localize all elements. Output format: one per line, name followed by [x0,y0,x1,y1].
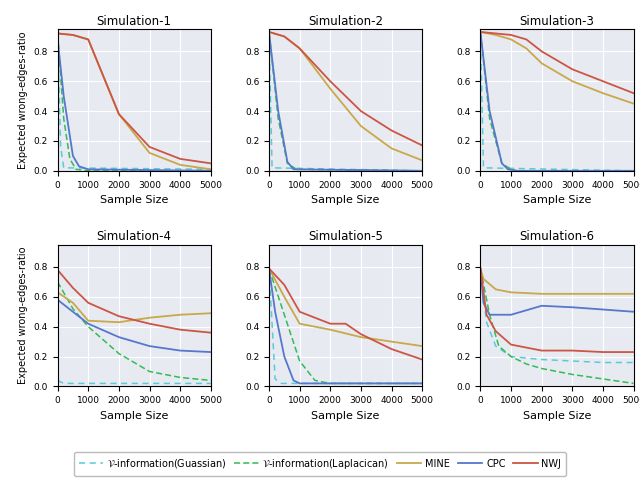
Title: Simulation-2: Simulation-2 [308,15,383,28]
Y-axis label: Expected wrong-edges-ratio: Expected wrong-edges-ratio [18,247,28,384]
Title: Simulation-6: Simulation-6 [520,230,595,243]
Title: Simulation-3: Simulation-3 [520,15,595,28]
X-axis label: Sample Size: Sample Size [523,195,591,205]
X-axis label: Sample Size: Sample Size [100,411,168,421]
X-axis label: Sample Size: Sample Size [312,195,380,205]
Title: Simulation-5: Simulation-5 [308,230,383,243]
X-axis label: Sample Size: Sample Size [523,411,591,421]
Y-axis label: Expected wrong-edges-ratio: Expected wrong-edges-ratio [18,31,28,169]
Title: Simulation-4: Simulation-4 [97,230,172,243]
X-axis label: Sample Size: Sample Size [312,411,380,421]
X-axis label: Sample Size: Sample Size [100,195,168,205]
Legend: $\mathcal{V}$-information(Guassian), $\mathcal{V}$-information(Laplacican), MINE: $\mathcal{V}$-information(Guassian), $\m… [74,452,566,476]
Title: Simulation-1: Simulation-1 [97,15,172,28]
